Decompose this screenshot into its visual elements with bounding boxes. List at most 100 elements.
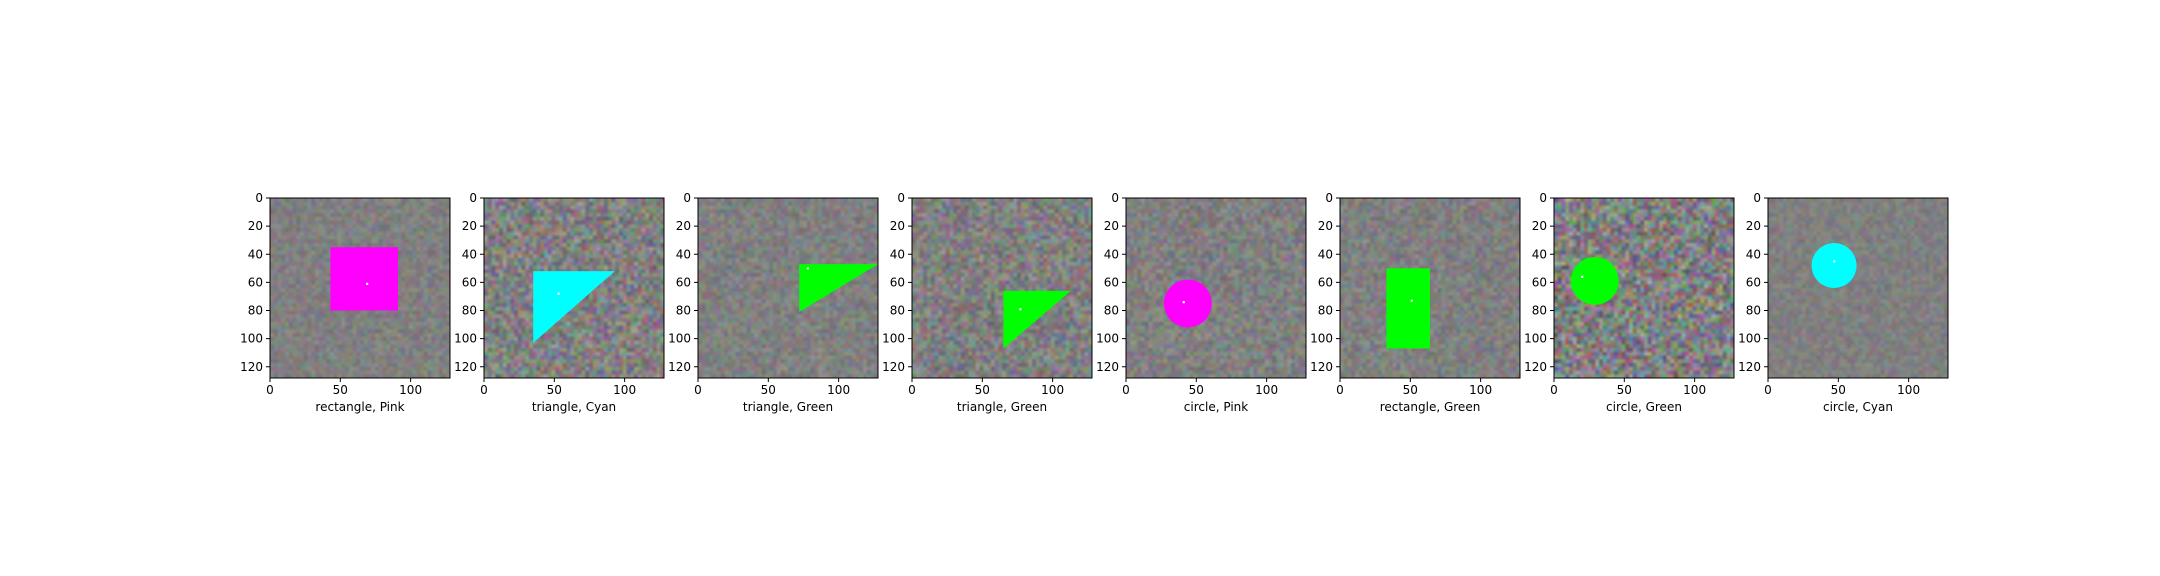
- x-tick-label: 50: [1617, 383, 1632, 397]
- x-tick-label: 0: [908, 383, 916, 397]
- y-tick-label: 100: [668, 332, 691, 346]
- y-tick-label: 20: [462, 219, 477, 233]
- y-tick-label: 60: [1532, 275, 1547, 289]
- axes-frame: [697, 197, 879, 379]
- y-tick-label: 0: [1111, 191, 1119, 205]
- center-dot: [366, 282, 369, 285]
- x-tick-label: 100: [827, 383, 850, 397]
- subplot-5: 0 50 100 0 20 40 60 80 100 120 circle, Pink: [1096, 191, 1307, 414]
- y-tick-label: 40: [676, 247, 691, 261]
- subplot-panels: 0 50 100 0 20 40 60 80 100 120 rectangle, Pink 0 50 1…: [240, 191, 1949, 414]
- y-tick-label: 80: [1532, 304, 1547, 318]
- x-tick-label: 100: [1683, 383, 1706, 397]
- y-tick-label: 100: [454, 332, 477, 346]
- subplot-6: 0 50 100 0 20 40 60 80 100 120 rectangle, Green: [1310, 191, 1521, 414]
- y-tick-label: 40: [1104, 247, 1119, 261]
- y-tick-label: 80: [248, 304, 263, 318]
- rectangle-shape: [330, 247, 398, 311]
- x-axis-label: circle, Green: [1606, 400, 1682, 414]
- circle-shape: [1163, 279, 1212, 328]
- y-tick-label: 60: [676, 275, 691, 289]
- subplot-4: 0 50 100 0 20 40 60 80 100 120 triangle, Green: [882, 191, 1093, 414]
- y-tick-label: 80: [1318, 304, 1333, 318]
- x-axis-label: triangle, Green: [743, 400, 833, 414]
- y-tick-label: 0: [897, 191, 905, 205]
- y-tick-label: 0: [683, 191, 691, 205]
- x-tick-label: 0: [480, 383, 488, 397]
- y-tick-label: 40: [1318, 247, 1333, 261]
- x-tick-label: 100: [1469, 383, 1492, 397]
- y-tick-label: 120: [1738, 360, 1761, 374]
- y-tick-label: 0: [469, 191, 477, 205]
- y-tick-label: 20: [248, 219, 263, 233]
- noise-background: [912, 198, 1092, 378]
- x-axis-label: rectangle, Green: [1380, 400, 1481, 414]
- x-tick-label: 50: [1189, 383, 1204, 397]
- y-tick-label: 120: [454, 360, 477, 374]
- center-dot: [1019, 308, 1022, 311]
- y-tick-label: 80: [462, 304, 477, 318]
- noise-background: [1768, 198, 1948, 378]
- triangle-shape: [533, 271, 615, 343]
- x-tick-label: 50: [1831, 383, 1846, 397]
- y-tick-label: 0: [1539, 191, 1547, 205]
- subplot-2: 0 50 100 0 20 40 60 80 100 120 triangle, Cyan: [454, 191, 665, 414]
- y-tick-label: 60: [890, 275, 905, 289]
- y-tick-label: 40: [248, 247, 263, 261]
- x-tick-label: 0: [266, 383, 274, 397]
- y-tick-label: 40: [1532, 247, 1547, 261]
- y-tick-label: 120: [240, 360, 263, 374]
- axes-frame: [1553, 197, 1735, 379]
- x-tick-label: 100: [613, 383, 636, 397]
- x-axis-label: triangle, Cyan: [532, 400, 616, 414]
- x-tick-label: 0: [1764, 383, 1772, 397]
- y-tick-label: 100: [882, 332, 905, 346]
- y-tick-label: 100: [1096, 332, 1119, 346]
- axes-frame: [911, 197, 1093, 379]
- x-tick-label: 0: [1550, 383, 1558, 397]
- y-tick-label: 80: [890, 304, 905, 318]
- y-tick-label: 100: [1524, 332, 1547, 346]
- y-tick-label: 0: [1325, 191, 1333, 205]
- y-tick-label: 60: [1746, 275, 1761, 289]
- y-tick-label: 120: [1524, 360, 1547, 374]
- x-tick-label: 0: [1336, 383, 1344, 397]
- x-tick-label: 50: [547, 383, 562, 397]
- subplot-1: 0 50 100 0 20 40 60 80 100 120 rectangle, Pink: [240, 191, 451, 414]
- y-tick-label: 100: [1310, 332, 1333, 346]
- circle-shape: [1570, 257, 1619, 305]
- axes-frame: [1339, 197, 1521, 379]
- y-tick-label: 20: [1318, 219, 1333, 233]
- y-tick-label: 120: [668, 360, 691, 374]
- subplot-7: 0 50 100 0 20 40 60 80 100 120 circle, Green: [1524, 191, 1735, 414]
- x-tick-label: 100: [1255, 383, 1278, 397]
- y-tick-label: 100: [1738, 332, 1761, 346]
- x-tick-label: 50: [761, 383, 776, 397]
- x-axis-label: circle, Pink: [1184, 400, 1248, 414]
- y-tick-label: 100: [240, 332, 263, 346]
- y-tick-label: 60: [1104, 275, 1119, 289]
- y-tick-label: 40: [890, 247, 905, 261]
- y-tick-label: 80: [676, 304, 691, 318]
- y-tick-label: 20: [1104, 219, 1119, 233]
- x-tick-label: 100: [1041, 383, 1064, 397]
- y-tick-label: 20: [1532, 219, 1547, 233]
- circle-shape: [1811, 243, 1857, 288]
- y-tick-label: 0: [1753, 191, 1761, 205]
- y-tick-label: 60: [1318, 275, 1333, 289]
- y-tick-label: 0: [255, 191, 263, 205]
- rectangle-shape: [1386, 268, 1430, 349]
- subplot-3: 0 50 100 0 20 40 60 80 100 120 triangle, Green: [668, 191, 879, 414]
- x-tick-label: 50: [1403, 383, 1418, 397]
- subplot-8: 0 50 100 0 20 40 60 80 100 120 circle, Cyan: [1738, 191, 1949, 414]
- center-dot: [1410, 299, 1413, 302]
- y-tick-label: 40: [462, 247, 477, 261]
- y-tick-label: 20: [890, 219, 905, 233]
- triangle-shape: [799, 264, 878, 312]
- center-dot: [806, 267, 809, 270]
- y-tick-label: 80: [1104, 304, 1119, 318]
- center-dot: [1581, 275, 1584, 278]
- y-tick-label: 40: [1746, 247, 1761, 261]
- y-tick-label: 120: [882, 360, 905, 374]
- x-axis-label: circle, Cyan: [1823, 400, 1893, 414]
